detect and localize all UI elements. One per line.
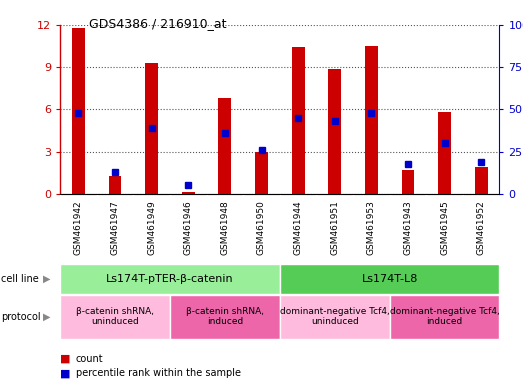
Text: GSM461947: GSM461947: [110, 200, 120, 255]
Bar: [182, 192, 195, 194]
Text: count: count: [76, 354, 104, 364]
Text: β-catenin shRNA,
uninduced: β-catenin shRNA, uninduced: [76, 307, 154, 326]
Bar: [60, 295, 170, 339]
Text: ■: ■: [60, 368, 71, 378]
Text: GSM461951: GSM461951: [330, 200, 339, 255]
Text: GSM461943: GSM461943: [403, 200, 413, 255]
Bar: [280, 264, 499, 294]
Bar: [280, 295, 390, 339]
Bar: [170, 295, 280, 339]
Bar: [365, 46, 378, 194]
Bar: [390, 295, 499, 339]
Text: GSM461952: GSM461952: [476, 200, 486, 255]
Bar: [255, 152, 268, 194]
Text: β-catenin shRNA,
induced: β-catenin shRNA, induced: [186, 307, 264, 326]
Text: GSM461950: GSM461950: [257, 200, 266, 255]
Text: GSM461953: GSM461953: [367, 200, 376, 255]
Bar: [292, 48, 304, 194]
Text: dominant-negative Tcf4,
uninduced: dominant-negative Tcf4, uninduced: [280, 307, 390, 326]
Bar: [328, 69, 341, 194]
Bar: [109, 175, 121, 194]
Text: GSM461944: GSM461944: [293, 200, 303, 255]
Bar: [438, 112, 451, 194]
Text: protocol: protocol: [1, 311, 41, 322]
Text: Ls174T-pTER-β-catenin: Ls174T-pTER-β-catenin: [106, 274, 234, 284]
Text: GSM461948: GSM461948: [220, 200, 230, 255]
Text: GSM461945: GSM461945: [440, 200, 449, 255]
Text: Ls174T-L8: Ls174T-L8: [361, 274, 418, 284]
Bar: [219, 98, 231, 194]
Bar: [60, 264, 280, 294]
Text: ▶: ▶: [43, 274, 51, 284]
Bar: [145, 63, 158, 194]
Bar: [72, 28, 85, 194]
Text: dominant-negative Tcf4,
induced: dominant-negative Tcf4, induced: [390, 307, 499, 326]
Bar: [475, 167, 487, 194]
Text: GDS4386 / 216910_at: GDS4386 / 216910_at: [89, 17, 226, 30]
Text: percentile rank within the sample: percentile rank within the sample: [76, 368, 241, 378]
Text: GSM461949: GSM461949: [147, 200, 156, 255]
Text: GSM461942: GSM461942: [74, 200, 83, 255]
Text: cell line: cell line: [1, 274, 39, 284]
Text: ■: ■: [60, 354, 71, 364]
Bar: [402, 170, 414, 194]
Text: GSM461946: GSM461946: [184, 200, 193, 255]
Text: ▶: ▶: [43, 311, 51, 322]
